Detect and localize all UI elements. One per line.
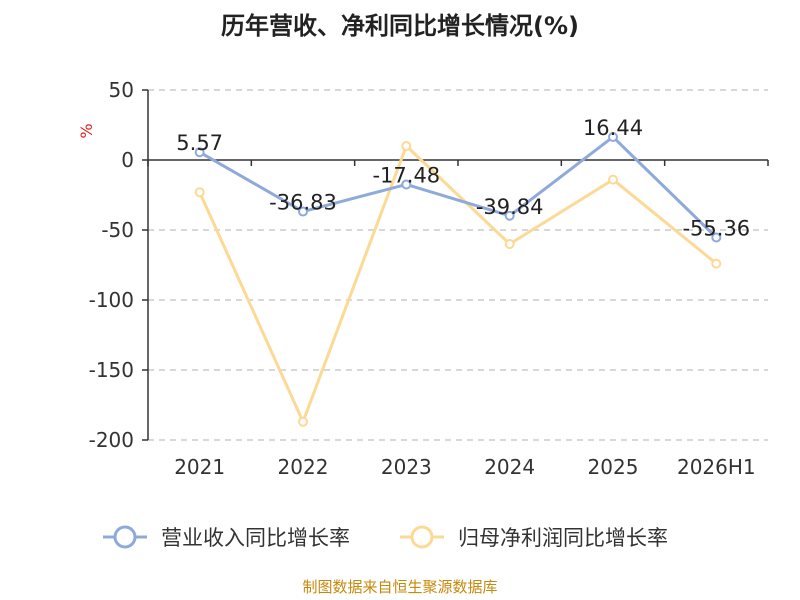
- y-tick-label: -100: [89, 288, 134, 312]
- series-line-1: [198, 135, 718, 239]
- series-2-point[interactable]: [298, 416, 308, 427]
- x-tick-label: 2026H1: [677, 455, 756, 479]
- series-lines: [194, 131, 722, 427]
- x-tick-label: 2023: [381, 455, 432, 479]
- legend-marker-icon: [410, 525, 434, 549]
- y-tick-label: 0: [121, 148, 134, 172]
- series-2-point[interactable]: [401, 141, 412, 151]
- series-line-2: [198, 144, 718, 424]
- y-tick-label: 50: [109, 78, 134, 102]
- series-1-point[interactable]: [711, 232, 722, 243]
- data-source-note: 制图数据来自恒生聚源数据库: [302, 578, 497, 596]
- series-2-point[interactable]: [194, 187, 205, 198]
- data-label: 16.44: [583, 116, 643, 140]
- data-label: -39.84: [476, 195, 544, 219]
- axes: 50 0 -50 -100 -150 -200 2021 2022 2023 2024 2025 20…: [89, 78, 769, 479]
- data-label: -17.48: [372, 163, 440, 187]
- series-1-point[interactable]: [298, 206, 308, 217]
- data-labels: 5.57 -36.83 -17.48 -39.84 16.44 -55.36: [176, 116, 750, 241]
- series-2-point[interactable]: [608, 174, 618, 185]
- grid-lines: [148, 89, 768, 441]
- x-tick-label: 2025: [588, 455, 639, 479]
- chart-title: 历年营收、净利同比增长情况(%): [221, 12, 579, 40]
- x-tick-label: 2022: [278, 455, 329, 479]
- series-1-point[interactable]: [194, 147, 205, 158]
- x-tick-label: 2024: [484, 455, 535, 479]
- series-1-point[interactable]: [401, 179, 412, 190]
- legend[interactable]: 营业收入同比增长率 归母净利润同比增长率: [103, 525, 668, 550]
- legend-marker-icon: [113, 525, 137, 549]
- legend-label: 归母净利润同比增长率: [458, 526, 668, 550]
- data-label: -36.83: [269, 191, 337, 215]
- y-tick-label: -200: [89, 428, 134, 452]
- legend-item-2[interactable]: 归母净利润同比增长率: [400, 525, 668, 550]
- x-tick-label: 2021: [174, 455, 225, 479]
- y-tick-label: -150: [89, 358, 134, 382]
- series-1-point[interactable]: [608, 131, 618, 142]
- y-axis-unit-label: %: [77, 123, 96, 138]
- y-tick-label: -50: [101, 218, 134, 242]
- data-label: 5.57: [176, 131, 223, 155]
- data-label: -55.36: [682, 217, 750, 241]
- legend-item-1[interactable]: 营业收入同比增长率: [103, 525, 350, 550]
- series-2-point[interactable]: [504, 239, 515, 249]
- series-1-point[interactable]: [504, 210, 515, 221]
- legend-label: 营业收入同比增长率: [161, 526, 350, 550]
- series-2-point[interactable]: [711, 258, 722, 269]
